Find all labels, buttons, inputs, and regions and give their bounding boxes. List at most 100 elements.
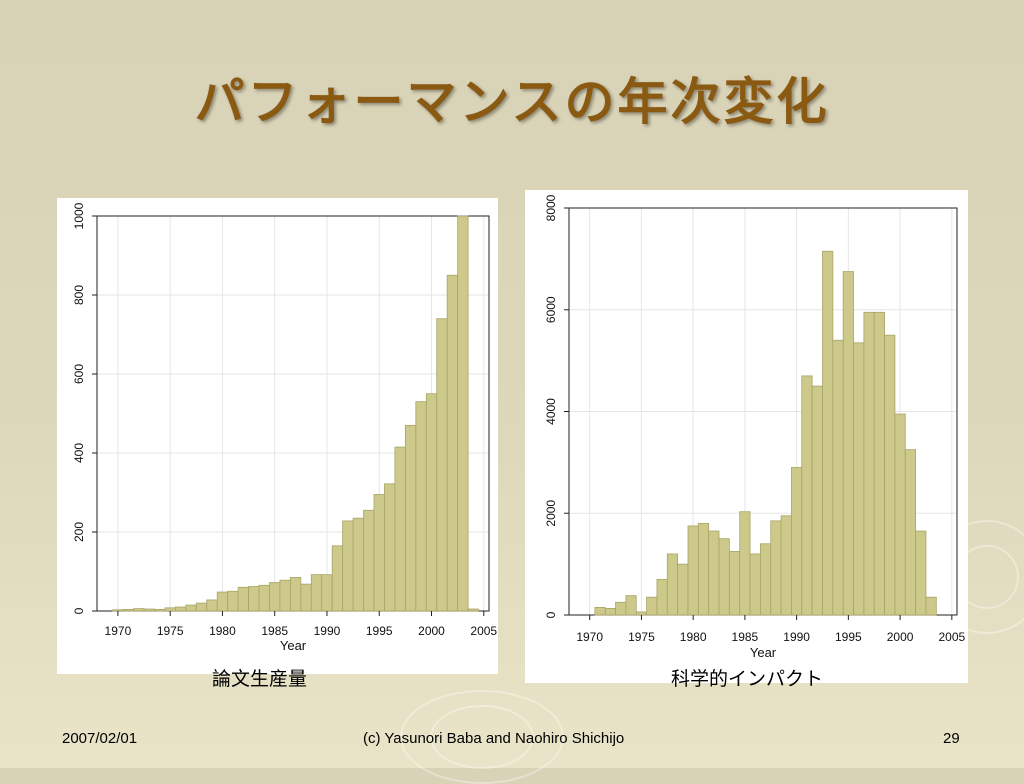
y-tick-label: 400 (72, 443, 86, 463)
chart-caption-left: 論文生産量 (212, 668, 308, 690)
histogram-bar (884, 334, 896, 616)
histogram-bar (258, 584, 270, 612)
histogram-bar (331, 545, 344, 612)
histogram-bar (594, 606, 606, 616)
x-tick-label: 1975 (157, 624, 184, 638)
histogram-bar (760, 543, 772, 616)
histogram-bar (352, 517, 364, 612)
histogram-bar (801, 375, 813, 616)
x-tick-label: 1990 (314, 624, 341, 638)
histogram-bar (436, 318, 448, 612)
histogram-bar (394, 446, 406, 612)
histogram-bar (728, 551, 741, 616)
histogram-bar (894, 413, 906, 616)
y-tick-label: 6000 (544, 296, 558, 323)
x-tick-label: 2005 (938, 630, 965, 644)
x-tick-label: 1970 (576, 630, 603, 644)
histogram-bar (635, 611, 648, 616)
y-tick-label: 2000 (544, 500, 558, 527)
histogram-bar (227, 590, 239, 612)
histogram-bar (646, 596, 658, 616)
y-tick-label: 600 (72, 364, 86, 384)
histogram-bar (237, 586, 249, 612)
footer-page-number: 29 (943, 730, 960, 747)
histogram-bar (164, 607, 176, 612)
histogram-bar (206, 599, 218, 612)
histogram-bar (185, 604, 197, 612)
histogram-bar (279, 579, 291, 612)
histogram-bar (749, 553, 761, 616)
histogram-bar (687, 525, 699, 616)
chart-panel-right: 1970 1975 1980 1985 1990 1995 2000 2005 0 2000 400… (525, 190, 968, 683)
histogram-bar (822, 250, 834, 616)
histogram-bar (925, 596, 937, 616)
x-axis-label: Year (280, 638, 307, 653)
footer-copyright: (c) Yasunori Baba and Naohiro Shichijo (363, 730, 625, 747)
histogram-bar (791, 467, 803, 616)
x-tick-label: 1995 (366, 624, 393, 638)
histogram-bar (321, 574, 333, 612)
x-tick-label: 1985 (732, 630, 759, 644)
x-tick-label: 1975 (628, 630, 655, 644)
y-tick-label: 200 (72, 522, 86, 542)
histogram-bar (425, 393, 438, 612)
histogram-bar (853, 342, 865, 616)
histogram-bar (832, 339, 844, 616)
x-tick-label: 1980 (209, 624, 236, 638)
histogram-bar (915, 530, 927, 616)
histogram-bar (656, 578, 668, 616)
footer-date: 2007/02/01 (62, 730, 138, 747)
histogram-bar (625, 595, 637, 616)
histogram-bar (467, 608, 479, 612)
y-tick-label: 4000 (544, 398, 558, 425)
x-tick-label: 1995 (835, 630, 862, 644)
histogram-bar (122, 609, 134, 612)
x-tick-label: 2000 (887, 630, 914, 644)
chart-panel-left: 1970 1975 1980 1985 1990 1995 2000 2005 0 200 400 6… (57, 198, 498, 674)
histogram-bar (363, 509, 375, 612)
y-tick-label: 1000 (72, 202, 86, 229)
x-axis-label: Year (750, 645, 777, 660)
histogram-bar (780, 515, 792, 616)
histogram-bar (739, 511, 751, 616)
histogram-bar (863, 311, 875, 616)
histogram-bar (604, 607, 616, 616)
y-tick-label: 800 (72, 285, 86, 305)
histogram-bar (300, 583, 312, 612)
histogram-bar (342, 520, 354, 612)
histogram-bar (615, 601, 627, 616)
histogram-bar (457, 215, 469, 612)
x-tick-label: 1980 (680, 630, 707, 644)
histogram-bar (811, 385, 823, 616)
y-tick-label: 0 (72, 607, 86, 614)
slide-title: パフォーマンスの年次変化 (194, 72, 830, 131)
histogram-bar (770, 520, 782, 616)
histogram-bar (708, 530, 720, 616)
histogram-bar (446, 274, 459, 612)
x-tick-label: 1970 (105, 624, 132, 638)
x-tick-label: 2005 (470, 624, 497, 638)
x-tick-label: 2000 (418, 624, 445, 638)
y-tick-label: 0 (544, 611, 558, 618)
y-tick-label: 8000 (544, 194, 558, 221)
histogram-bar (154, 609, 166, 612)
histogram-bar (842, 271, 854, 616)
histogram-bar (373, 494, 385, 612)
chart-paper-output: 1970 1975 1980 1985 1990 1995 2000 2005 0 200 400 6… (72, 202, 497, 653)
chart-scientific-impact: 1970 1975 1980 1985 1990 1995 2000 2005 0 2000 400… (544, 194, 965, 660)
histogram-bar (248, 586, 260, 612)
histogram-bar (195, 602, 208, 612)
histogram-bar (133, 608, 145, 612)
histogram-bar (112, 609, 124, 612)
histogram-bar (269, 582, 281, 612)
histogram-bar (666, 553, 679, 616)
histogram-bar (404, 424, 417, 612)
histogram-bar (289, 577, 302, 612)
histogram-bar (697, 523, 710, 616)
histogram-bar (415, 401, 427, 612)
histogram-bar (904, 449, 917, 616)
histogram-bar (384, 483, 396, 612)
histogram-bar (310, 574, 323, 612)
histogram-bar (143, 608, 155, 612)
x-tick-label: 1990 (783, 630, 810, 644)
